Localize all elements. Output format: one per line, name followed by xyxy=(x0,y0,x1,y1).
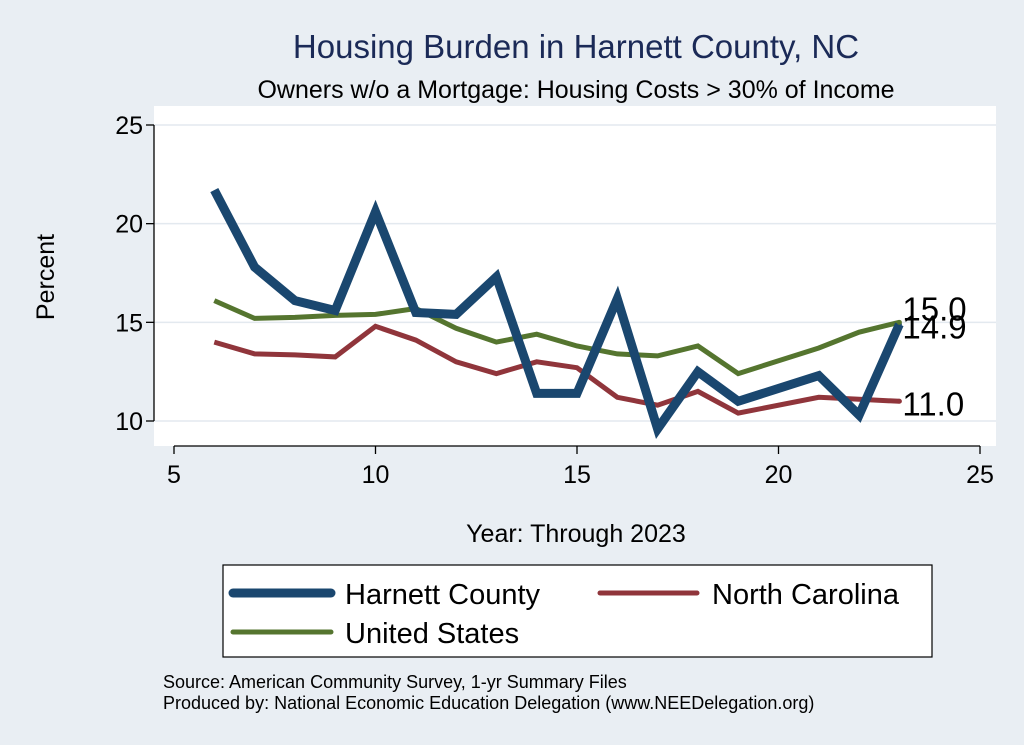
source-note: Source: American Community Survey, 1-yr … xyxy=(163,672,627,692)
legend-label-harnett-county: Harnett County xyxy=(345,579,541,611)
chart-title: Housing Burden in Harnett County, NC xyxy=(293,28,859,65)
chart-subtitle: Owners w/o a Mortgage: Housing Costs > 3… xyxy=(257,76,894,104)
y-tick-label-10: 10 xyxy=(115,408,143,436)
end-marker-united-states xyxy=(896,319,902,325)
legend: Harnett County North Carolina United Sta… xyxy=(222,564,933,658)
y-tick-label-25: 25 xyxy=(115,112,143,140)
gridlines xyxy=(154,124,996,422)
x-tick-label-20: 20 xyxy=(765,461,793,489)
x-tick-label-10: 10 xyxy=(362,461,390,489)
legend-box xyxy=(222,564,933,658)
x-tick-label-15: 15 xyxy=(563,461,591,489)
series-line-north-carolina xyxy=(213,323,900,416)
x-tick-label-25: 25 xyxy=(966,461,994,489)
producer-note: Produced by: National Economic Education… xyxy=(163,693,814,713)
legend-label-united-states: United States xyxy=(345,618,519,650)
y-tick-label-20: 20 xyxy=(115,211,143,239)
end-label-harnett-county: 14.9 xyxy=(902,308,966,345)
series-layer xyxy=(210,188,904,439)
y-axis-title: Percent xyxy=(32,234,60,320)
x-tick-label-5: 5 xyxy=(167,461,181,489)
end-labels: 14.9 11.0 15.0 xyxy=(902,290,966,422)
legend-label-north-carolina: North Carolina xyxy=(712,579,900,611)
series-line-united-states xyxy=(213,298,900,377)
end-label-north-carolina: 11.0 xyxy=(902,385,964,422)
y-tick-label-15: 15 xyxy=(115,309,143,337)
axes: 10 15 20 25 5 10 15 20 25 xyxy=(115,112,994,489)
end-marker-north-carolina xyxy=(896,398,902,404)
series-line-harnett-county xyxy=(210,188,904,439)
x-axis-title: Year: Through 2023 xyxy=(466,520,686,548)
end-label-united-states: 15.0 xyxy=(902,290,966,327)
